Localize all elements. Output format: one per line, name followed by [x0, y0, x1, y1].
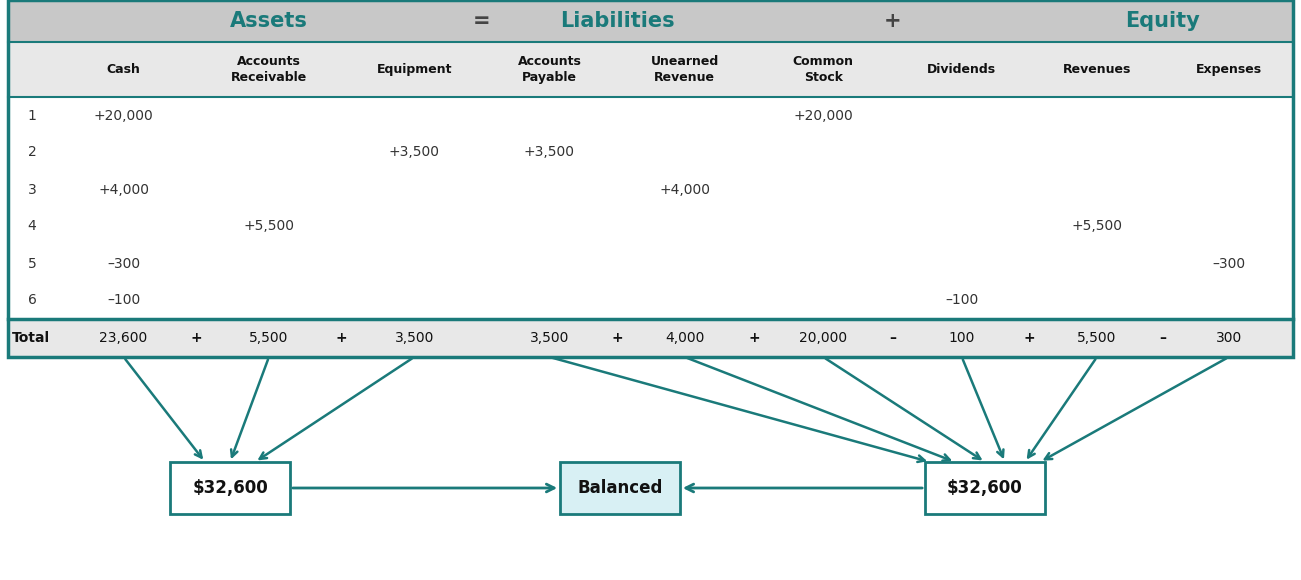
Text: Equity: Equity [1125, 11, 1201, 31]
Text: +5,500: +5,500 [1072, 219, 1123, 234]
Text: Expenses: Expenses [1196, 63, 1262, 76]
Text: 23,600: 23,600 [99, 331, 148, 345]
Text: +4,000: +4,000 [660, 183, 710, 197]
Text: 4: 4 [27, 219, 36, 234]
Text: 300: 300 [1215, 331, 1242, 345]
Text: –300: –300 [1213, 256, 1245, 270]
Text: +4,000: +4,000 [98, 183, 150, 197]
Bar [8, 0, 1293, 42]
Text: +: + [190, 331, 202, 345]
Text: +: + [1024, 331, 1036, 345]
Text: Dividends: Dividends [928, 63, 997, 76]
Text: –300: –300 [107, 256, 141, 270]
Bar [8, 0, 1293, 357]
Text: +5,500: +5,500 [243, 219, 294, 234]
Text: –: – [889, 331, 896, 345]
Text: Balanced: Balanced [578, 479, 662, 497]
Text: Assets: Assets [230, 11, 308, 31]
Text: –100: –100 [107, 293, 141, 307]
Text: =: = [474, 11, 490, 31]
Text: Common
Stock: Common Stock [792, 55, 853, 84]
Bar [8, 42, 1293, 97]
Text: +: + [883, 11, 902, 31]
Text: +20,000: +20,000 [94, 108, 154, 122]
Text: Accounts
Payable: Accounts Payable [518, 55, 582, 84]
Text: –: – [1159, 331, 1167, 345]
Text: Accounts
Receivable: Accounts Receivable [230, 55, 307, 84]
Text: 20,000: 20,000 [799, 331, 847, 345]
Text: 3: 3 [27, 183, 36, 197]
Text: Equipment: Equipment [376, 63, 451, 76]
Bar [170, 462, 290, 514]
Text: 3,500: 3,500 [394, 331, 435, 345]
Text: 4,000: 4,000 [665, 331, 704, 345]
Text: +3,500: +3,500 [389, 146, 440, 160]
Text: +: + [336, 331, 347, 345]
Text: +: + [748, 331, 760, 345]
Text: $32,600: $32,600 [193, 479, 268, 497]
Text: 2: 2 [27, 146, 36, 160]
Bar [925, 462, 1045, 514]
Text: Revenues: Revenues [1063, 63, 1131, 76]
Text: +20,000: +20,000 [794, 108, 853, 122]
Bar [559, 462, 680, 514]
Text: 1: 1 [27, 108, 36, 122]
Text: 5,500: 5,500 [1077, 331, 1116, 345]
Text: Liabilities: Liabilities [559, 11, 674, 31]
Bar [8, 319, 1293, 357]
Text: 5: 5 [27, 256, 36, 270]
Text: 6: 6 [27, 293, 36, 307]
Bar [8, 97, 1293, 319]
Text: –100: –100 [945, 293, 978, 307]
Text: 5,500: 5,500 [250, 331, 289, 345]
Text: +: + [611, 331, 623, 345]
Text: Cash: Cash [107, 63, 141, 76]
Text: 3,500: 3,500 [530, 331, 569, 345]
Text: $32,600: $32,600 [947, 479, 1023, 497]
Text: Unearned
Revenue: Unearned Revenue [650, 55, 718, 84]
Text: 100: 100 [948, 331, 974, 345]
Text: +3,500: +3,500 [524, 146, 575, 160]
Text: Total: Total [12, 331, 51, 345]
